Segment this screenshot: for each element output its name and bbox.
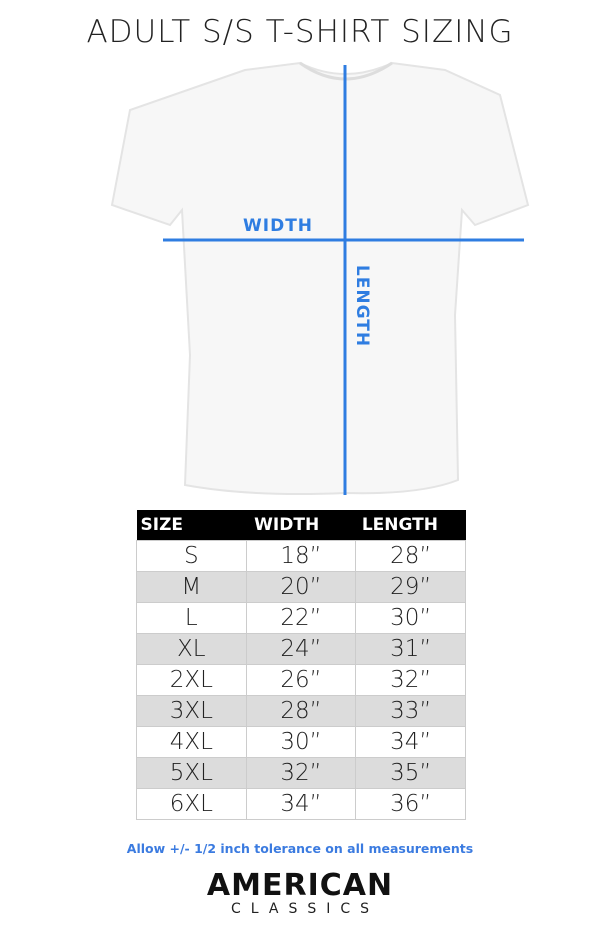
cell-length: 28” (355, 540, 466, 572)
cell-size: 2XL (136, 664, 247, 696)
header-size: SIZE (136, 510, 247, 541)
cell-width: 20” (245, 571, 357, 603)
cell-width: 26” (245, 664, 357, 696)
cell-length: 31” (355, 633, 466, 665)
cell-size: 5XL (136, 757, 247, 789)
table-row: M 20” 29” (136, 571, 466, 603)
cell-length: 36” (355, 788, 466, 820)
tolerance-note: Allow +/- 1/2 inch tolerance on all meas… (126, 841, 474, 856)
table-row: 5XL 32” 35” (136, 757, 466, 789)
cell-size: 6XL (136, 788, 247, 820)
cell-size: 4XL (136, 726, 247, 758)
table-row: 2XL 26” 32” (136, 664, 466, 696)
cell-size: XL (136, 633, 247, 665)
table-row: 6XL 34” 36” (136, 788, 466, 820)
cell-length: 29” (355, 571, 466, 603)
cell-width: 18” (245, 540, 357, 572)
cell-length: 34” (355, 726, 466, 758)
table-header: SIZE WIDTH LENGTH (136, 510, 466, 541)
cell-length: 32” (355, 664, 466, 696)
cell-size: M (136, 571, 247, 603)
table-row: S 18” 28” (136, 540, 466, 572)
cell-size: L (136, 602, 247, 634)
cell-width: 24” (245, 633, 357, 665)
header-width: WIDTH (246, 510, 356, 541)
table-row: 3XL 28” 33” (136, 695, 466, 727)
cell-width: 32” (245, 757, 357, 789)
length-label: LENGTH (352, 264, 372, 348)
cell-length: 33” (355, 695, 466, 727)
brand-logo-line2: CLASSICS (230, 901, 380, 917)
tshirt-shape (110, 61, 530, 495)
header-length: LENGTH (355, 510, 466, 541)
table-row: 4XL 30” 34” (136, 726, 466, 758)
cell-size: 3XL (136, 695, 247, 727)
cell-width: 22” (245, 602, 357, 634)
cell-width: 34” (245, 788, 357, 820)
size-table: SIZE WIDTH LENGTH S 18” 28” M 20” 29” L 22” 30” X… (136, 510, 466, 820)
cell-length: 35” (355, 757, 466, 789)
brand-logo-line1: AMERICAN (206, 868, 394, 903)
page-title: ADULT S/S T-SHIRT SIZING (86, 14, 514, 50)
tshirt-diagram (110, 61, 530, 495)
cell-size: S (136, 540, 247, 572)
cell-width: 30” (245, 726, 357, 758)
cell-width: 28” (245, 695, 357, 727)
table-row: L 22” 30” (136, 602, 466, 634)
width-label: WIDTH (243, 216, 314, 236)
cell-length: 30” (355, 602, 466, 634)
table-row: XL 24” 31” (136, 633, 466, 665)
